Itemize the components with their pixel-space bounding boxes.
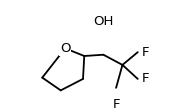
Text: F: F	[141, 46, 149, 59]
Text: F: F	[141, 72, 149, 85]
Text: F: F	[112, 98, 120, 111]
Text: OH: OH	[93, 15, 114, 28]
Text: O: O	[60, 42, 70, 55]
